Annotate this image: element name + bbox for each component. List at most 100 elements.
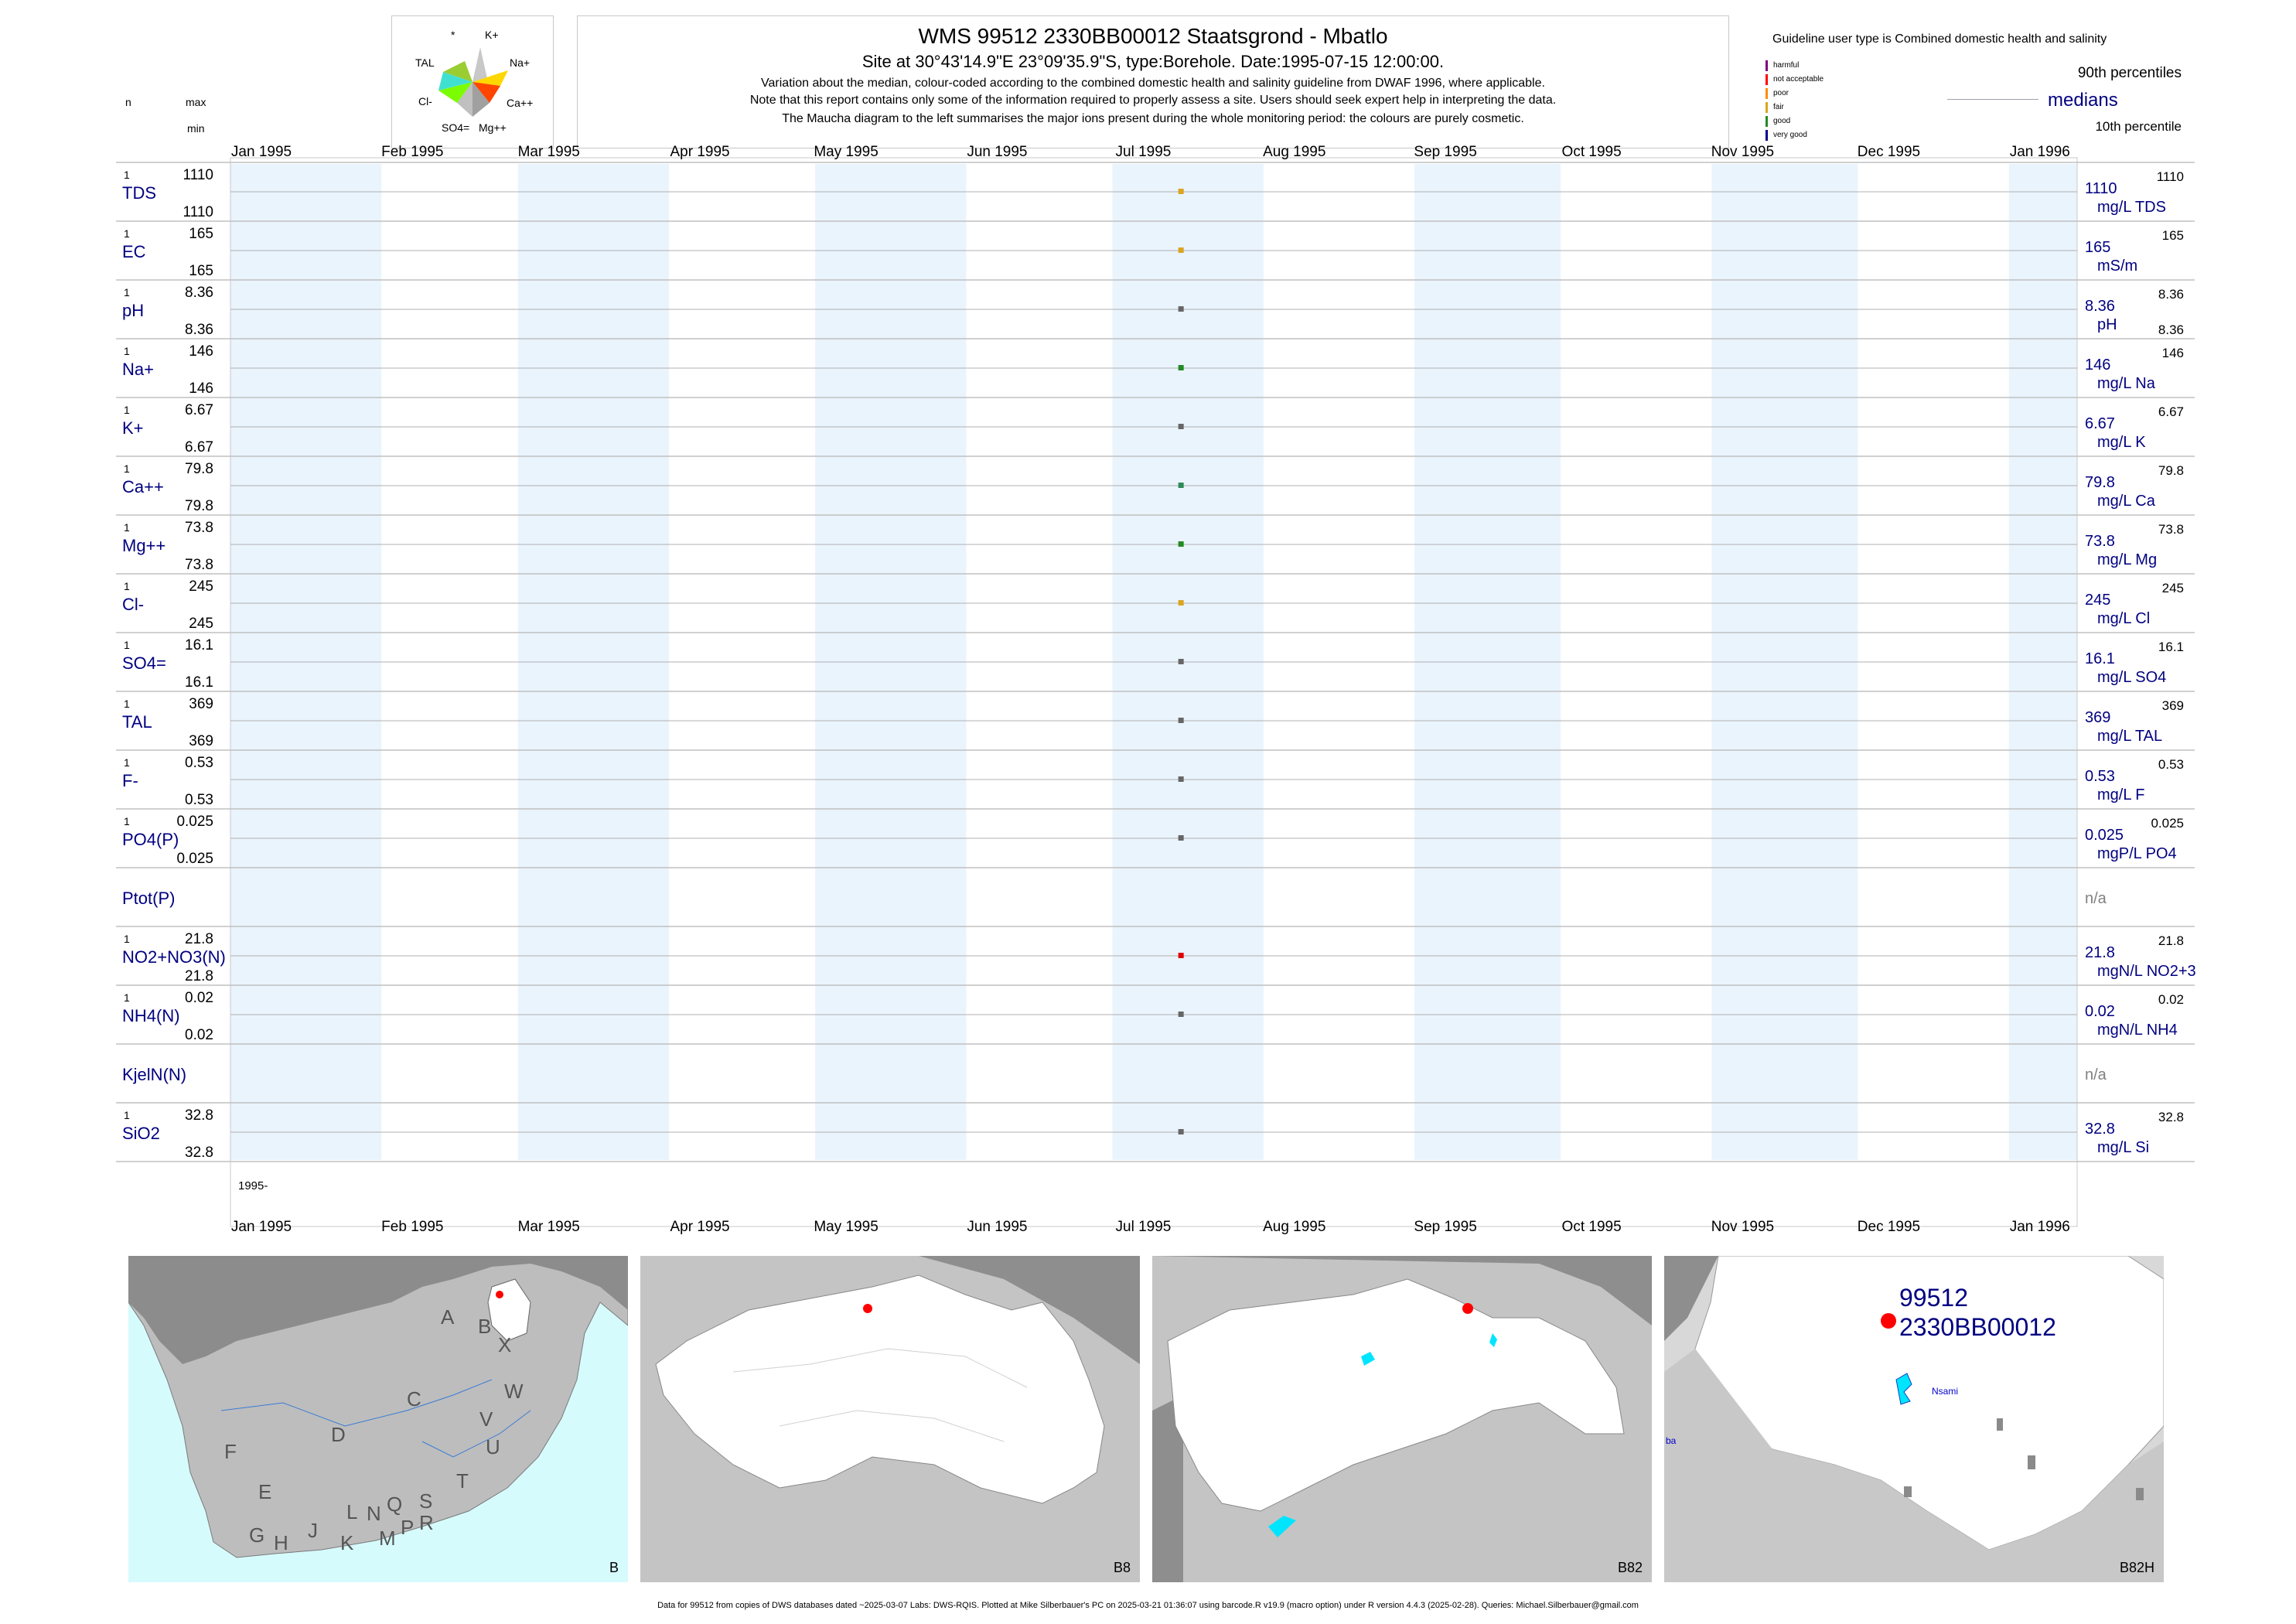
x-tick-top-9: Oct 1995 xyxy=(1562,144,1622,160)
row-max-6: 73.8 xyxy=(185,520,213,536)
data-point-3 xyxy=(1178,365,1184,370)
row-max-8: 16.1 xyxy=(185,637,213,653)
x-tick-bottom-9: Oct 1995 xyxy=(1562,1219,1622,1235)
plot-frame xyxy=(230,157,2078,1227)
maucha-label-so4: SO4= xyxy=(442,121,470,134)
map-name-b8: B8 xyxy=(1113,1560,1131,1575)
drainage-label-d: D xyxy=(331,1423,346,1446)
row-unit-10: mg/L F xyxy=(2097,786,2145,803)
x-tick-top-5: Jun 1995 xyxy=(967,144,1027,160)
page-subtitle: Site at 30°43'14.9"E 23°09'35.9"S, type:… xyxy=(861,52,1445,71)
header-note-3: The Maucha diagram to the left summarise… xyxy=(782,112,1524,125)
legend-class-not-acceptable: not acceptable xyxy=(1765,74,1920,85)
map-b82h-graphic xyxy=(1664,1256,2164,1582)
row-p90-8: 16.1 xyxy=(2158,640,2184,654)
legend-swatch xyxy=(1765,102,1768,113)
maucha-wedge-tal xyxy=(438,72,473,90)
x-tick-top-8: Sep 1995 xyxy=(1414,144,1476,160)
data-point-5 xyxy=(1178,483,1184,488)
map-south-africa-graphic xyxy=(128,1256,628,1558)
row-max-16: 32.8 xyxy=(185,1107,213,1124)
x-tick-bottom-5: Jun 1995 xyxy=(967,1219,1027,1235)
data-point-0 xyxy=(1178,189,1184,194)
maucha-label-tal: TAL xyxy=(415,56,435,69)
row-label-4: K+ xyxy=(122,418,144,438)
data-point-11 xyxy=(1178,835,1184,841)
x-tick-top-0: Jan 1995 xyxy=(231,144,292,160)
map-site-code: 2330BB00012 xyxy=(1899,1313,2056,1341)
legend-swatch xyxy=(1765,130,1768,141)
row-median-15: n/a xyxy=(2085,1066,2107,1083)
row-unit-3: mg/L Na xyxy=(2097,375,2156,392)
row-max-3: 146 xyxy=(189,343,213,360)
drainage-label-h: H xyxy=(274,1531,288,1554)
header-box: WMS 99512 2330BB00012 Staatsgrond - Mbat… xyxy=(577,15,1729,148)
row-min-3: 146 xyxy=(189,380,213,397)
legend-class-label: poor xyxy=(1773,89,1789,97)
row-p90-7: 245 xyxy=(2162,581,2184,595)
row-p90-14: 0.02 xyxy=(2158,992,2184,1007)
row-max-7: 245 xyxy=(189,578,213,595)
row-p90-4: 6.67 xyxy=(2158,404,2184,419)
map-name-b82h: B82H xyxy=(2119,1560,2154,1575)
map-b82: B82 xyxy=(1152,1256,1652,1582)
maucha-wedge-ca xyxy=(473,82,500,103)
map-b8: B8 xyxy=(640,1256,1140,1582)
x-tick-top-7: Aug 1995 xyxy=(1263,144,1325,160)
row-median-6: 73.8 xyxy=(2085,533,2115,550)
row-n-6: 1 xyxy=(124,521,130,534)
legend-swatch xyxy=(1765,74,1768,85)
legend-class-label: fair xyxy=(1773,103,1784,111)
drainage-label-w: W xyxy=(504,1380,524,1403)
row-label-16: SiO2 xyxy=(122,1124,160,1143)
row-p90-1: 165 xyxy=(2162,228,2184,243)
map-place-label: Nsami xyxy=(1932,1386,1959,1397)
maucha-label-mg: Mg++ xyxy=(479,121,507,134)
x-tick-top-11: Dec 1995 xyxy=(1858,144,1920,160)
maucha-wedge-na xyxy=(473,70,508,86)
row-min-11: 0.025 xyxy=(176,851,213,867)
row-median-2: 8.36 xyxy=(2085,298,2115,315)
row-max-14: 0.02 xyxy=(185,990,213,1006)
row-unit-9: mg/L TAL xyxy=(2097,728,2162,745)
row-median-8: 16.1 xyxy=(2085,650,2115,667)
row-median-12: n/a xyxy=(2085,890,2107,907)
row-max-11: 0.025 xyxy=(176,814,213,830)
row-max-0: 1110 xyxy=(183,167,213,183)
row-p90-2: 8.36 xyxy=(2158,287,2184,302)
maucha-label-na: Na+ xyxy=(510,56,531,69)
legend-class-poor: poor xyxy=(1765,88,1920,99)
row-p90-6: 73.8 xyxy=(2158,522,2184,537)
maucha-label-k: K+ xyxy=(485,29,499,41)
drainage-label-g: G xyxy=(249,1523,265,1547)
row-n-14: 1 xyxy=(124,991,130,1004)
row-label-12: Ptot(P) xyxy=(122,889,175,908)
row-n-16: 1 xyxy=(124,1109,130,1121)
legend-swatch xyxy=(1765,60,1768,71)
maucha-diagram-box: * K+ TAL Na+ Cl- Ca++ SO4= Mg++ xyxy=(391,15,554,148)
drainage-label-l: L xyxy=(346,1500,358,1523)
x-tick-top-12: Jan 1996 xyxy=(2010,144,2070,160)
row-min-1: 165 xyxy=(189,263,213,279)
timeseries-chart: TDS 1 1110 1110 1110 mg/L TDS 1110 EC 1 165 165 165… xyxy=(116,144,2196,1235)
footer-note: Data for 99512 from copies of DWS databa… xyxy=(657,1601,1639,1610)
x-tick-bottom-10: Nov 1995 xyxy=(1711,1219,1774,1235)
map-south-africa: A B X C W D V U T F E L N Q S G H J K M … xyxy=(128,1256,628,1582)
x-tick-bottom-7: Aug 1995 xyxy=(1263,1219,1325,1235)
legend-class-label: good xyxy=(1773,117,1791,125)
row-label-2: pH xyxy=(122,301,144,320)
legend-class-label: harmful xyxy=(1773,61,1800,70)
legend-class-good: good xyxy=(1765,116,1920,127)
map-place-label-2: ba xyxy=(1666,1435,1677,1446)
row-min-5: 79.8 xyxy=(185,498,213,514)
x-tick-bottom-8: Sep 1995 xyxy=(1414,1219,1476,1235)
row-label-6: Mg++ xyxy=(122,536,165,555)
row-p90-9: 369 xyxy=(2162,698,2184,713)
row-max-10: 0.53 xyxy=(185,755,213,771)
row-min-2: 8.36 xyxy=(185,322,213,338)
legend-swatch xyxy=(1765,88,1768,99)
map-name-b: B xyxy=(609,1560,619,1575)
row-n-7: 1 xyxy=(124,580,130,592)
row-max-4: 6.67 xyxy=(185,402,213,418)
data-point-2 xyxy=(1178,306,1184,312)
